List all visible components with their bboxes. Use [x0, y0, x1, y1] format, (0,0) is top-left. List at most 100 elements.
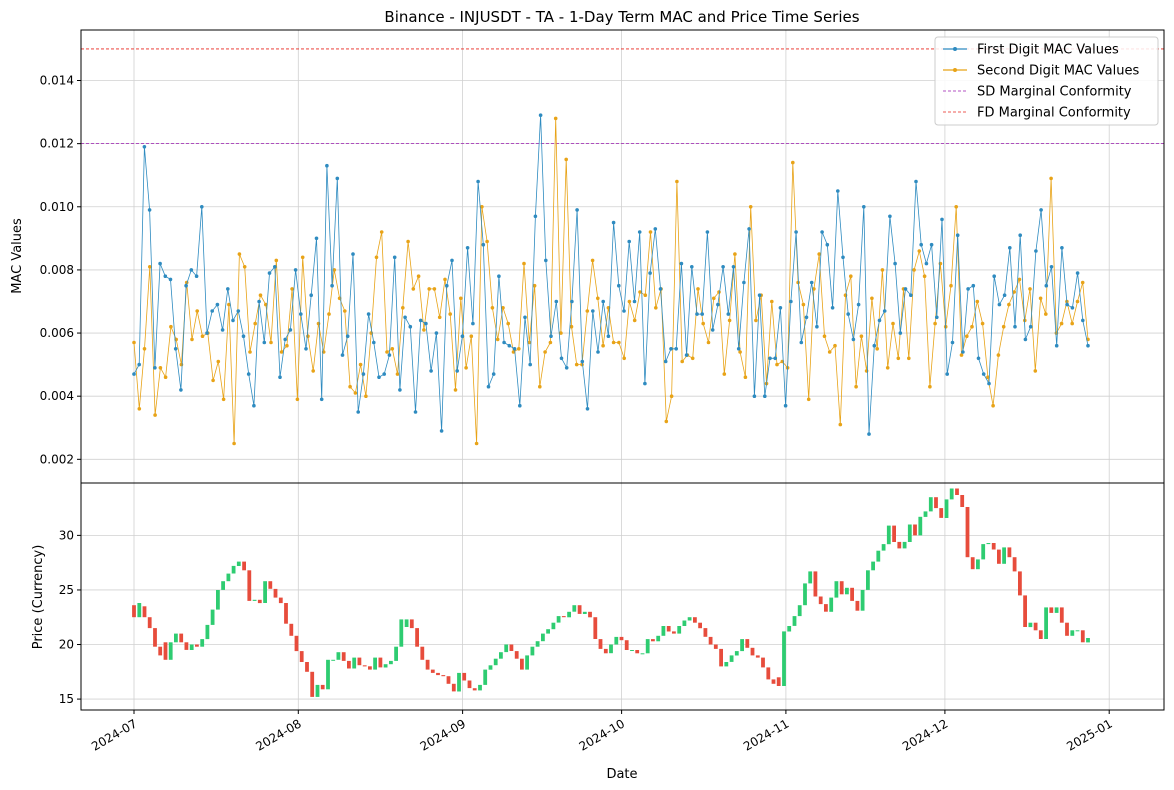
series-point [648, 230, 653, 234]
series-point [722, 372, 727, 376]
series-point [945, 372, 949, 376]
series-point [846, 312, 850, 316]
series-point [422, 328, 426, 332]
series-point [231, 318, 235, 323]
price-candle [273, 588, 278, 598]
series-point [757, 293, 762, 298]
series-point [696, 287, 700, 291]
series-point [970, 324, 974, 329]
series-point [304, 347, 308, 351]
series-point [654, 306, 658, 310]
series-point [862, 205, 866, 209]
series-point [269, 340, 273, 345]
price-candle [782, 631, 786, 686]
series-point [533, 214, 538, 219]
price-plot-frame [80, 482, 1165, 711]
price-candle [944, 499, 949, 518]
price-candle [415, 628, 419, 647]
price-candle [923, 511, 928, 517]
series-point [325, 163, 329, 168]
price-candle [195, 644, 199, 647]
series-point [459, 296, 463, 301]
series-point [242, 265, 247, 269]
price-candle [341, 652, 346, 661]
series-point [356, 410, 361, 414]
series-point [506, 321, 511, 326]
series-point [585, 309, 590, 313]
series-point [248, 350, 252, 354]
series-point [928, 384, 932, 389]
price-candle [289, 623, 294, 636]
series-point [437, 315, 442, 320]
series-point [836, 189, 840, 193]
price-candle [907, 524, 912, 542]
date-x-tick-label: 2024-12 [900, 716, 950, 753]
series-point [627, 299, 632, 304]
price-candle [472, 688, 477, 691]
series-point [1060, 246, 1064, 250]
series-point [398, 388, 402, 392]
price-candle [399, 619, 404, 647]
series-point [674, 347, 678, 351]
series-point [366, 312, 371, 316]
series-point [1070, 321, 1074, 326]
series-point [601, 299, 605, 304]
series-point [922, 274, 927, 279]
series-point [194, 274, 199, 279]
series-point [283, 337, 288, 342]
price-candle [394, 646, 398, 661]
price-candle [693, 617, 697, 623]
series-point [189, 268, 194, 272]
price-candle [719, 648, 723, 667]
price-candle [378, 657, 383, 668]
series-point [738, 350, 742, 354]
date-x-tick-label: 2024-07 [89, 716, 139, 753]
series-point [690, 356, 695, 361]
series-point [1065, 302, 1069, 307]
price-candle [179, 633, 184, 643]
series-point [775, 362, 779, 367]
series-point [216, 359, 221, 364]
series-point [179, 362, 184, 367]
price-candle [1012, 557, 1017, 572]
series-point [293, 268, 298, 272]
series-point [1038, 296, 1043, 301]
series-point [1017, 277, 1022, 282]
series-point [1028, 287, 1032, 291]
price-candle [404, 619, 409, 627]
price-candle [299, 651, 304, 662]
series-point [717, 290, 721, 294]
series-point [975, 299, 980, 304]
series-point [252, 403, 256, 408]
price-candle [373, 657, 377, 670]
series-point [1018, 233, 1022, 237]
series-point [596, 350, 600, 354]
series-point [1002, 293, 1007, 298]
price-candle [965, 507, 970, 558]
price-candle [593, 617, 598, 639]
price-candle [147, 617, 152, 629]
price-y-tick-label: 25 [59, 583, 74, 597]
series-point [374, 255, 379, 260]
price-candle [242, 561, 246, 571]
series-point [773, 356, 777, 361]
series-point [653, 227, 658, 231]
series-point [148, 265, 152, 269]
series-point [643, 293, 648, 298]
price-y-ticks: 15 20 25 30 [59, 528, 81, 706]
price-candle [174, 633, 178, 643]
series-point [622, 356, 626, 361]
price-candle [567, 611, 571, 618]
price-candle [446, 676, 451, 684]
price-candle [184, 642, 189, 650]
price-candle [582, 611, 587, 614]
series-point [448, 312, 453, 316]
mac-series [132, 113, 1090, 446]
series-point [278, 375, 282, 380]
series-point [132, 340, 136, 345]
series-point [173, 347, 178, 351]
series-point [940, 217, 944, 222]
price-candle [420, 646, 425, 660]
series-point [637, 230, 642, 234]
